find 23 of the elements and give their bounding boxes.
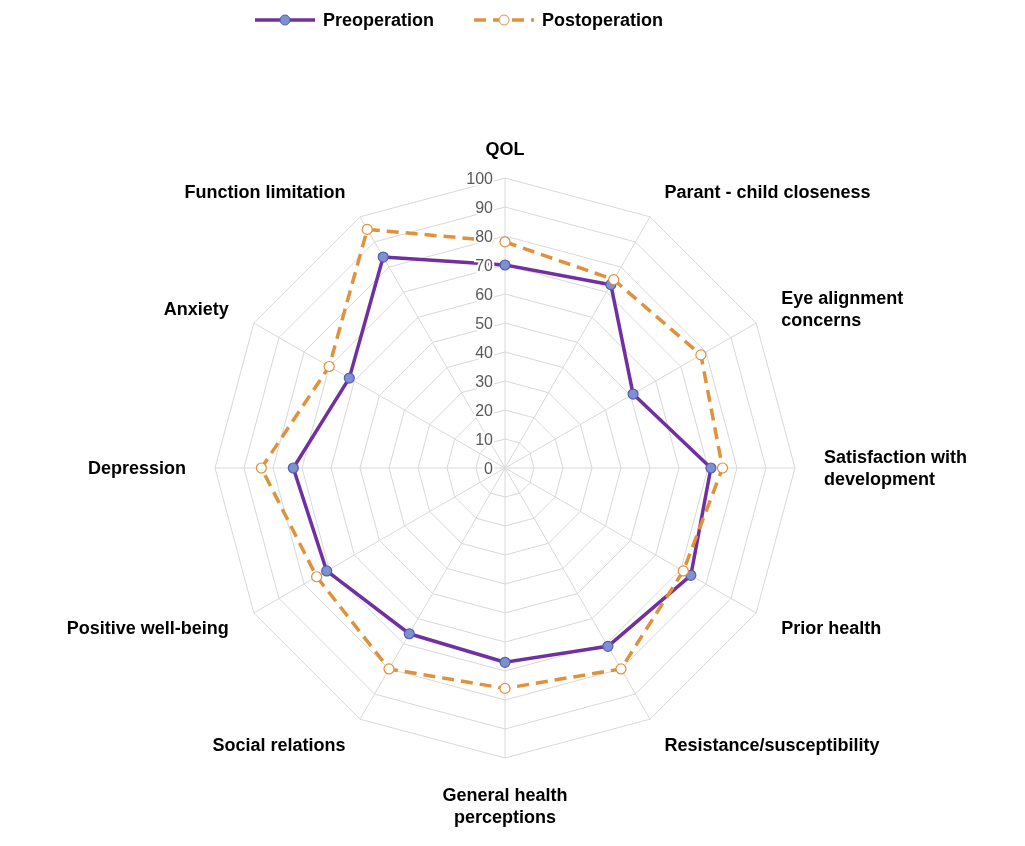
spoke-label: Prior health	[781, 617, 882, 638]
y-tick-label: 50	[475, 314, 494, 332]
spoke-label: QOL	[485, 139, 525, 160]
spoke-label: Eye alignment concerns	[781, 287, 904, 330]
spoke-label: Positive well-being	[66, 617, 229, 638]
spoke-label: Satisfaction with development	[824, 447, 968, 490]
legend-label: Postoperation	[542, 10, 664, 31]
spoke-label: General health perceptions	[442, 785, 568, 828]
y-tick-label: 10	[475, 430, 494, 448]
y-tick-label: 60	[475, 285, 494, 303]
y-tick-label: 40	[475, 343, 494, 361]
spoke-label: Resistance/susceptibility	[664, 734, 880, 755]
spoke-label: Depression	[87, 458, 186, 479]
y-tick-label: 0	[484, 459, 494, 477]
legend-label: Preoperation	[323, 10, 435, 31]
y-tick-label: 20	[475, 401, 494, 419]
y-tick-label: 90	[475, 198, 494, 216]
y-tick-label: 30	[475, 372, 494, 390]
y-tick-label: 100	[466, 169, 494, 187]
spoke-label: Anxiety	[163, 298, 229, 319]
spoke-label: Function limitation	[184, 182, 346, 203]
spoke-label: Social relations	[212, 734, 346, 755]
spoke-label: Parant - child closeness	[664, 182, 871, 203]
